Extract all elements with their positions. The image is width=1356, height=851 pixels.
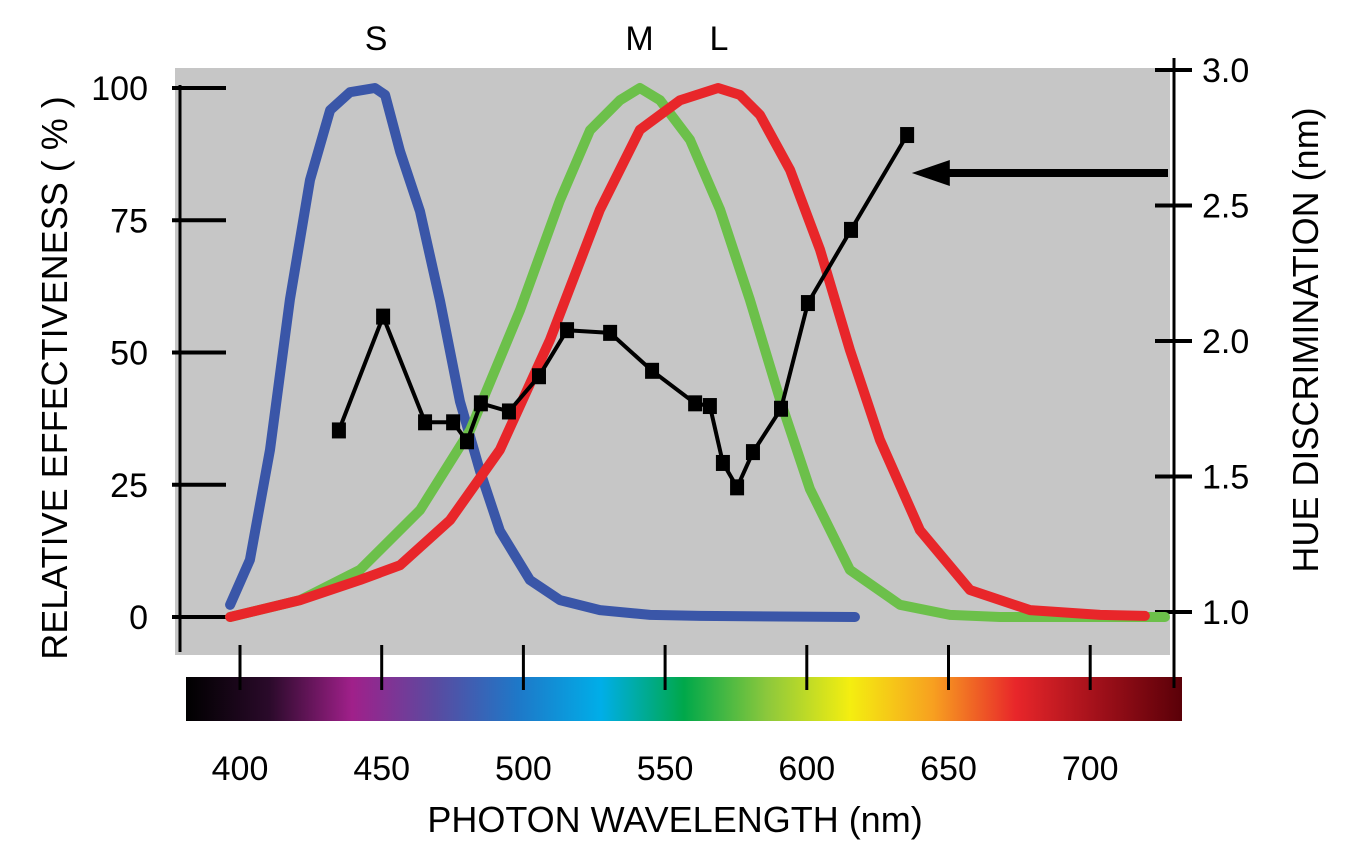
- hue-discrimination-point: [331, 422, 346, 439]
- hue-discrimination-point: [730, 479, 745, 496]
- x-tick-label: 500: [495, 750, 552, 788]
- left-tick-label: 50: [110, 335, 148, 373]
- hue-discrimination-point: [745, 444, 760, 461]
- hue-discrimination-point: [560, 322, 575, 339]
- hue-discrimination-point: [800, 295, 815, 312]
- right-tick-label: 1.5: [1202, 459, 1249, 497]
- curve-M: [225, 83, 1170, 622]
- hue-discrimination-point: [688, 395, 703, 412]
- x-tick-label: 700: [1062, 750, 1119, 788]
- x-tick-label: 600: [778, 750, 835, 788]
- right-tick-label: 2.5: [1202, 188, 1249, 226]
- right-tick-label: 2.0: [1202, 323, 1249, 361]
- curve-S: [225, 83, 860, 622]
- hue-discrimination-point: [473, 395, 488, 412]
- hue-discrimination-point: [645, 362, 660, 379]
- hue-discrimination-point: [376, 308, 391, 325]
- right-tick-label: 1.0: [1202, 594, 1249, 632]
- left-tick-label: 100: [91, 70, 148, 108]
- hue-discrimination-point: [603, 324, 618, 341]
- x-tick-label: 450: [353, 750, 410, 788]
- hue-discrimination-point: [418, 414, 433, 431]
- hue-discrimination-point: [702, 398, 717, 415]
- hue-discrimination-point: [446, 414, 461, 431]
- left-tick-label: 75: [110, 202, 148, 240]
- hue-discrimination-point: [774, 400, 789, 417]
- hue-discrimination-point: [460, 433, 475, 450]
- curve-L: [225, 83, 1150, 622]
- x-tick-label: 400: [212, 750, 269, 788]
- x-tick-label: 550: [637, 750, 694, 788]
- peak-label-M: M: [625, 20, 653, 58]
- hue-discrimination-point: [501, 403, 516, 420]
- hue-discrimination-point: [844, 221, 859, 238]
- hue-discrimination-point: [531, 368, 546, 385]
- x-tick-label: 650: [920, 750, 977, 788]
- right-tick-label: 3.0: [1202, 52, 1249, 90]
- spectrum-bar: [186, 677, 1182, 721]
- plot-background: [175, 68, 1170, 655]
- y-axis-label-left: RELATIVE EFFECTIVENESS ( % ): [34, 96, 75, 659]
- x-axis-label: PHOTON WAVELENGTH (nm): [427, 799, 922, 840]
- hue-discrimination-point: [715, 454, 730, 471]
- y-axis-label-right: HUE DISCRIMINATION (nm): [1285, 107, 1326, 572]
- left-tick-label: 0: [129, 599, 148, 637]
- arrow-head: [911, 159, 950, 186]
- left-tick-label: 25: [110, 467, 148, 505]
- peak-label-S: S: [365, 20, 388, 58]
- peak-label-L: L: [709, 20, 728, 58]
- hue-discrimination-point: [900, 127, 915, 144]
